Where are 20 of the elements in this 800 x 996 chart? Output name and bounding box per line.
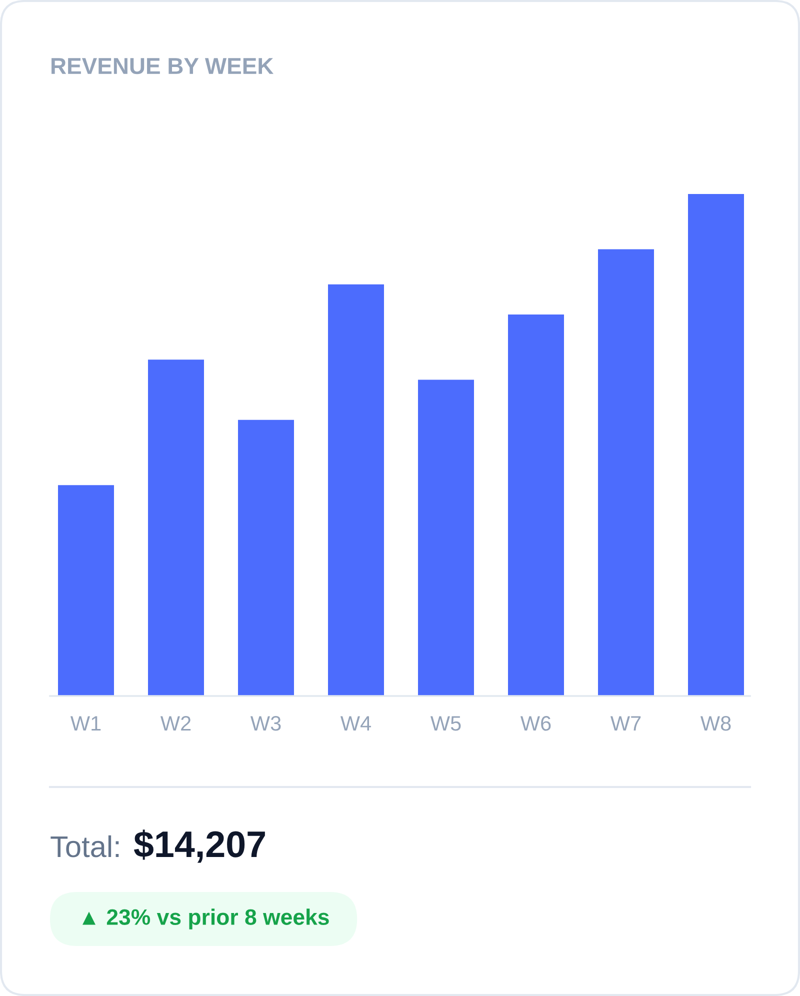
x-tick-label: W2 xyxy=(160,716,191,731)
x-tick-label: W7 xyxy=(610,716,641,731)
text: Total: xyxy=(50,835,119,858)
text: ▲ 23% vs prior 8 weeks xyxy=(82,908,329,930)
x-tick-label: W4 xyxy=(340,716,372,731)
x-tick-label: W8 xyxy=(700,716,731,731)
text: $14,207 xyxy=(134,830,265,863)
bar xyxy=(58,485,114,696)
bar xyxy=(688,194,744,696)
x-tick-label: W1 xyxy=(70,716,101,731)
bar xyxy=(508,314,564,696)
bar xyxy=(598,249,654,696)
bar xyxy=(148,360,204,696)
x-tick-label: W3 xyxy=(250,716,281,731)
bar xyxy=(238,420,294,696)
x-tick-label: W6 xyxy=(520,716,551,731)
chart-title: REVENUE BY WEEK xyxy=(52,58,274,74)
bar xyxy=(418,380,474,696)
x-tick-label: W5 xyxy=(430,716,461,731)
bar xyxy=(328,284,384,696)
